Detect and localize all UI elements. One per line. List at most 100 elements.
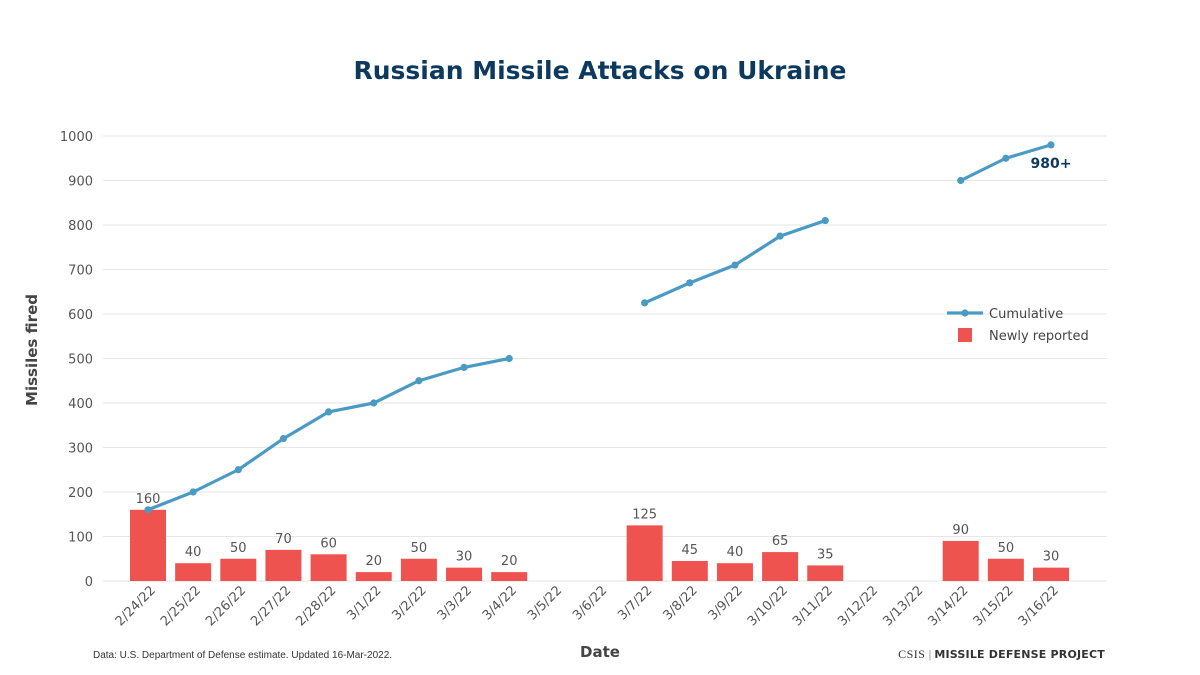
bar-3-10-22 xyxy=(762,552,799,581)
y-tick-label-600: 600 xyxy=(68,308,93,323)
bar-3-16-22 xyxy=(1033,567,1069,581)
cumulative-point-2-24-22 xyxy=(144,506,152,514)
cumulative-line-segment-1 xyxy=(147,356,510,512)
bar-label-3-8-22: 45 xyxy=(682,543,699,558)
x-tick-label-3-12-22: 3/12/22 xyxy=(835,583,881,629)
credit-project: MISSILE DEFENSE PROJECT xyxy=(934,648,1105,661)
cumulative-point-3-7-22 xyxy=(641,299,649,307)
x-tick-label-3-9-22: 3/9/22 xyxy=(706,583,746,623)
cumulative-point-3-14-22 xyxy=(957,176,965,185)
bar-3-4-22 xyxy=(491,572,528,581)
y-tick-label-300: 300 xyxy=(68,442,93,457)
y-tick-label-200: 200 xyxy=(68,486,93,501)
x-tick-label-3-7-22: 3/7/22 xyxy=(615,583,655,623)
x-tick-label-2-27-22: 2/27/22 xyxy=(248,583,294,629)
cumulative-point-3-1-22 xyxy=(370,399,378,407)
x-tick-label-3-4-22: 3/4/22 xyxy=(480,583,520,623)
y-tick-label-800: 800 xyxy=(68,219,93,234)
cumulative-point-3-8-22 xyxy=(686,279,694,287)
bar-label-2-27-22: 70 xyxy=(275,532,292,547)
legend-label-newly-reported: Newly reported xyxy=(989,329,1089,344)
bar-3-7-22 xyxy=(626,525,663,581)
bar-label-2-28-22: 60 xyxy=(320,536,337,551)
bar-2-27-22 xyxy=(265,549,302,581)
cumulative-point-3-4-22 xyxy=(505,354,513,363)
bar-3-14-22 xyxy=(942,540,979,581)
bars-newly-reported xyxy=(130,509,1069,581)
bar-2-24-22 xyxy=(130,509,166,581)
bar-3-8-22 xyxy=(671,560,708,581)
bar-2-25-22 xyxy=(175,563,212,581)
bar-2-28-22 xyxy=(310,554,347,581)
bar-label-3-16-22: 30 xyxy=(1043,550,1060,565)
x-tick-label-3-2-22: 3/2/22 xyxy=(390,583,430,623)
legend: Cumulative Newly reported xyxy=(947,307,1089,344)
x-tick-label-3-13-22: 3/13/22 xyxy=(880,583,926,629)
y-tick-label-1000: 1000 xyxy=(60,130,93,145)
bar-label-2-26-22: 50 xyxy=(230,541,247,556)
bar-label-3-3-22: 30 xyxy=(456,550,473,565)
x-tick-label-2-26-22: 2/26/22 xyxy=(203,583,249,629)
cumulative-point-3-3-22 xyxy=(460,363,468,371)
x-tick-label-3-14-22: 3/14/22 xyxy=(925,583,971,629)
x-tick-label-2-25-22: 2/25/22 xyxy=(158,583,204,629)
x-tick-label-3-16-22: 3/16/22 xyxy=(1016,583,1062,629)
cumulative-point-3-15-22 xyxy=(1002,154,1010,162)
bar-label-2-25-22: 40 xyxy=(185,545,202,560)
x-tick-label-3-11-22: 3/11/22 xyxy=(790,583,836,629)
x-tick-label-2-24-22: 2/24/22 xyxy=(113,583,159,629)
cumulative-point-2-25-22 xyxy=(189,488,197,496)
line-cumulative xyxy=(144,141,1055,514)
legend-label-cumulative: Cumulative xyxy=(989,307,1063,322)
bar-3-11-22 xyxy=(807,565,844,581)
bar-label-3-2-22: 50 xyxy=(411,541,428,556)
x-tick-label-3-5-22: 3/5/22 xyxy=(525,583,565,623)
y-tick-label-900: 900 xyxy=(68,175,93,190)
data-source-note: Data: U.S. Department of Defense estimat… xyxy=(93,650,393,661)
chart-title: Russian Missile Attacks on Ukraine xyxy=(353,56,847,85)
x-tick-label-3-15-22: 3/15/22 xyxy=(971,583,1017,629)
bar-label-3-10-22: 65 xyxy=(772,534,789,549)
bar-3-3-22 xyxy=(446,567,483,581)
x-axis-label: Date xyxy=(580,643,620,661)
credit-org: CSIS xyxy=(898,647,926,661)
cumulative-point-3-9-22 xyxy=(731,261,739,269)
bar-3-15-22 xyxy=(987,558,1024,581)
cumulative-point-3-2-22 xyxy=(415,377,423,385)
x-axis-ticks: 2/24/22 2/25/22 2/26/22 2/27/22 2/28/22 3/1/2… xyxy=(113,583,1062,629)
cumulative-point-2-28-22 xyxy=(325,408,333,416)
y-tick-label-700: 700 xyxy=(68,264,93,279)
y-tick-label-0: 0 xyxy=(85,575,93,590)
credit-separator: | xyxy=(928,649,932,661)
bar-3-1-22 xyxy=(355,572,392,581)
legend-bar-swatch xyxy=(958,328,972,342)
legend-line-marker xyxy=(961,309,969,317)
bar-label-3-4-22: 20 xyxy=(501,554,518,569)
annotation-980: 980+ xyxy=(1031,156,1072,172)
cumulative-point-3-10-22 xyxy=(776,232,784,240)
bar-label-2-24-22: 160 xyxy=(136,492,161,507)
y-axis-ticks: 0 100 200 300 400 500 600 700 800 900 1000 xyxy=(60,130,93,590)
x-tick-label-3-10-22: 3/10/22 xyxy=(745,583,791,629)
y-axis-label: Missiles fired xyxy=(23,294,41,406)
x-tick-label-3-8-22: 3/8/22 xyxy=(660,583,700,623)
bar-label-3-9-22: 40 xyxy=(727,545,744,560)
x-tick-label-3-3-22: 3/3/22 xyxy=(435,583,475,623)
bar-label-3-1-22: 20 xyxy=(365,554,382,569)
bar-label-3-11-22: 35 xyxy=(817,547,834,562)
bar-3-2-22 xyxy=(400,558,437,581)
gridlines xyxy=(103,135,1107,582)
x-tick-label-2-28-22: 2/28/22 xyxy=(293,583,339,629)
cumulative-point-2-26-22 xyxy=(234,466,242,474)
x-tick-label-3-6-22: 3/6/22 xyxy=(570,583,610,623)
bar-label-3-14-22: 90 xyxy=(952,523,969,538)
bar-label-3-7-22: 125 xyxy=(632,507,657,522)
cumulative-point-3-16-22 xyxy=(1047,141,1055,149)
bar-2-26-22 xyxy=(220,558,257,581)
annotations: 980+ xyxy=(1031,156,1072,172)
x-tick-label-3-1-22: 3/1/22 xyxy=(344,583,384,623)
y-tick-label-400: 400 xyxy=(68,397,93,412)
cumulative-point-2-27-22 xyxy=(279,435,288,443)
bar-3-9-22 xyxy=(716,563,753,581)
